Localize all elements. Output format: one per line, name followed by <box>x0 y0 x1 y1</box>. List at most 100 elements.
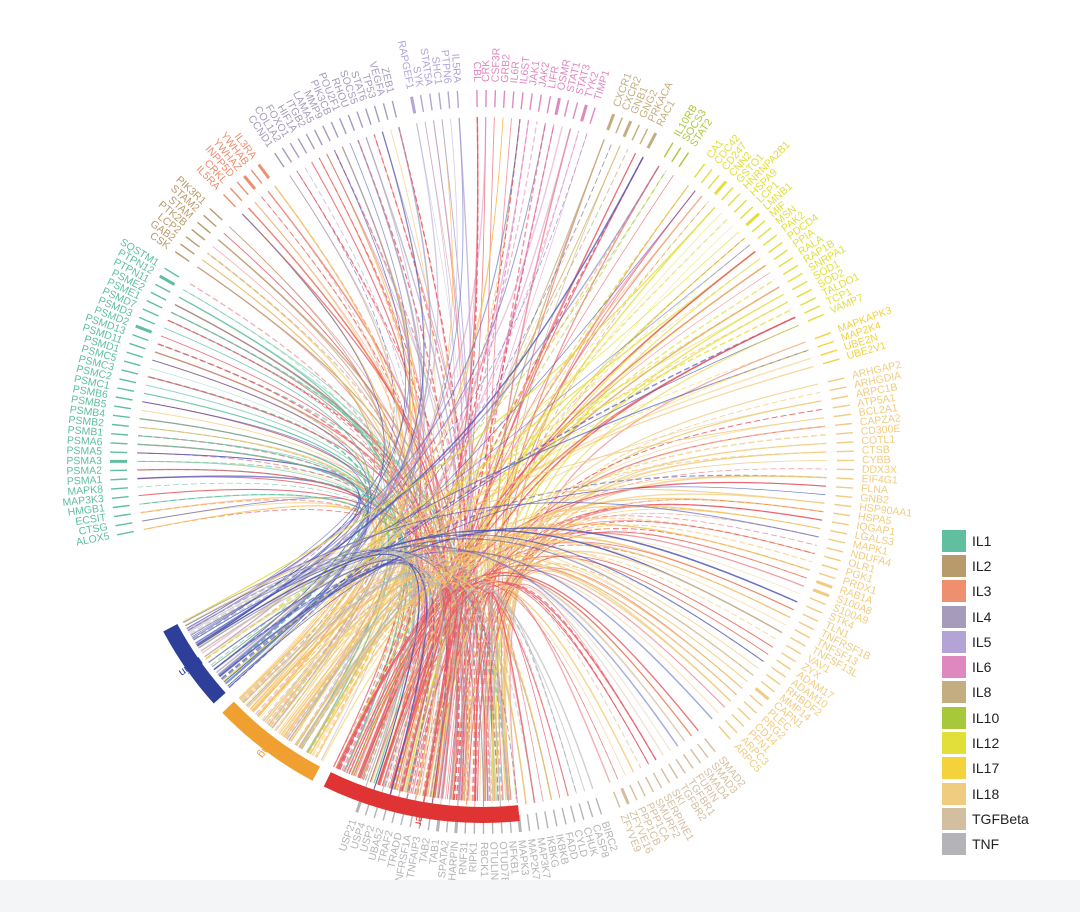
chord-link <box>251 573 470 807</box>
gene-track-mark <box>836 477 854 480</box>
gene-track-mark <box>796 288 812 298</box>
gene-label: MAP3K3 <box>62 493 105 509</box>
chord-link <box>484 570 732 802</box>
chord-link <box>208 559 428 795</box>
gene-label: FLNA <box>861 482 889 496</box>
gene-label: IL6R <box>508 60 522 84</box>
gene-label: PSMB2 <box>68 414 105 430</box>
gene-track-mark <box>806 605 823 614</box>
gene-track-mark <box>828 538 846 544</box>
gene-label: RIPK1 <box>467 842 480 873</box>
gene-track-mark <box>771 666 786 678</box>
legend-label: TGFBeta <box>972 810 1029 827</box>
gene-track-mark <box>174 251 190 262</box>
gene-track-mark <box>724 719 738 734</box>
chord-link <box>261 575 493 807</box>
chord-link <box>187 548 416 787</box>
gene-track-mark <box>835 422 853 426</box>
gene-label: SPATA2 <box>436 840 452 879</box>
chord-link <box>221 474 827 681</box>
chord-link <box>446 591 561 800</box>
legend-label: IL6 <box>972 659 992 676</box>
gene-track-mark <box>289 142 300 159</box>
gene-label: JAK2 <box>536 61 552 88</box>
gene-label: STAT5A <box>418 47 435 86</box>
labels-layer: ALOX5CTSGECSITHMGB1MAP3K3MAPK8PSMA1PSMA2… <box>62 40 913 890</box>
legend-swatch <box>942 706 966 729</box>
gene-track-mark <box>791 280 808 291</box>
gene-track-mark <box>781 652 797 663</box>
chord-link <box>339 156 644 770</box>
gene-track-mark <box>835 432 853 435</box>
gene-track-mark <box>704 738 716 753</box>
gene-track-mark <box>135 324 153 334</box>
legend-label: IL4 <box>972 608 992 625</box>
chord-link <box>205 308 792 660</box>
legend-item-tgfbeta: TGFBeta <box>942 806 1062 831</box>
chord-link <box>257 554 743 717</box>
chord-link <box>145 384 417 784</box>
gene-track-mark <box>765 673 781 686</box>
chord-link <box>457 593 478 807</box>
gene-track-mark <box>526 814 531 831</box>
chord-link <box>218 563 428 795</box>
chord-link <box>462 185 689 801</box>
gene-label: OTULIN <box>487 842 500 881</box>
gene-track-mark <box>322 125 331 142</box>
gene-track-mark <box>191 228 206 241</box>
gene-track-mark <box>115 522 133 527</box>
source-label-liver: Liver <box>412 801 428 827</box>
chord-link <box>489 593 509 807</box>
gene-track-mark <box>615 117 623 134</box>
chord-link <box>274 219 728 731</box>
gene-label: JAK1 <box>527 60 542 87</box>
legend-swatch <box>942 782 966 805</box>
gene-track-mark <box>138 316 156 325</box>
gene-track-mark <box>595 797 603 815</box>
gene-track-mark <box>257 163 271 180</box>
chord-link <box>500 584 657 801</box>
chord-link <box>501 475 827 801</box>
chord-link <box>357 587 452 803</box>
gene-label: PSMB1 <box>67 424 104 439</box>
chord-link <box>307 170 667 754</box>
gene-track-mark <box>297 138 308 154</box>
gene-track-mark <box>812 588 830 598</box>
chord-link <box>322 349 809 762</box>
chord-link <box>308 218 728 754</box>
gene-label: CD300E <box>860 423 901 438</box>
gene-track-mark <box>831 395 849 400</box>
gene-track-mark <box>382 103 389 120</box>
bottom-strip <box>0 880 1080 912</box>
gene-track-mark <box>820 349 838 356</box>
gene-track-mark <box>537 94 542 112</box>
gene-track-mark <box>114 405 132 410</box>
gene-track-mark <box>281 147 293 163</box>
gene-track-mark <box>612 791 621 808</box>
gene-track-mark <box>682 753 694 769</box>
gene-track-mark <box>305 133 316 150</box>
chord-link <box>495 324 799 801</box>
chord-link <box>187 550 519 806</box>
chord-link <box>283 195 703 738</box>
gene-track-mark <box>731 713 745 727</box>
gene-track-mark <box>678 152 690 168</box>
chord-link <box>157 343 413 780</box>
gene-track-mark <box>671 147 682 163</box>
gene-track-mark <box>117 530 135 536</box>
legend-item-il17: IL17 <box>942 756 1062 781</box>
gene-label: CYBB <box>862 454 891 466</box>
gene-track-mark <box>733 199 747 213</box>
gene-track-mark <box>660 768 671 784</box>
legend-label: IL17 <box>972 760 1000 777</box>
gene-track-mark <box>675 758 686 774</box>
gene-label: PSMA2 <box>66 465 102 478</box>
legend-label: IL10 <box>972 709 1000 726</box>
chord-link <box>311 129 436 756</box>
chord-link <box>395 201 709 791</box>
legend-swatch <box>942 833 966 856</box>
chord-link <box>288 542 787 742</box>
chord-link <box>204 123 439 658</box>
chord-link <box>198 555 552 800</box>
